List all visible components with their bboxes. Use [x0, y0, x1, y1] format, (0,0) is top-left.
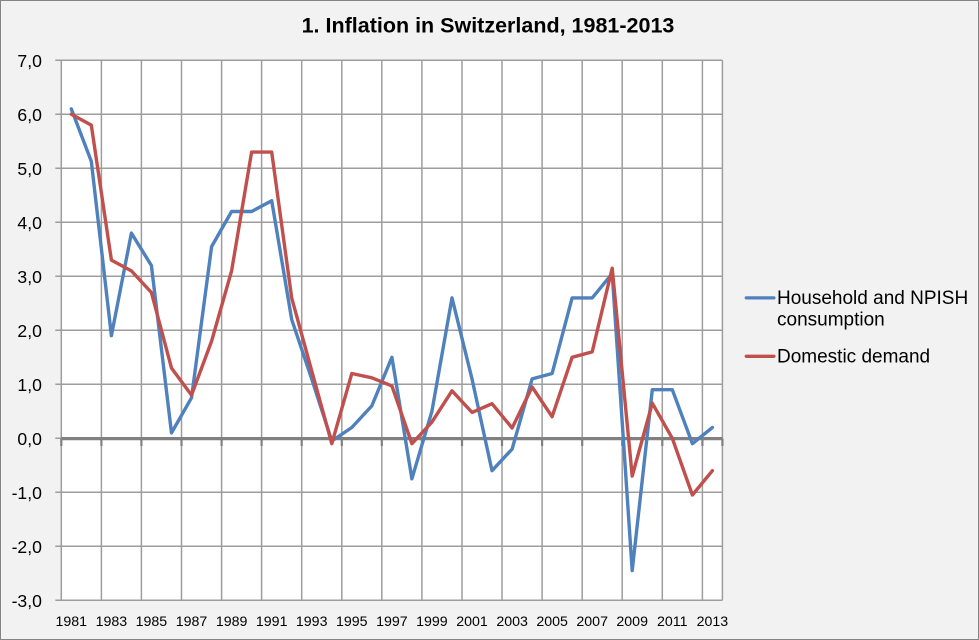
svg-text:2003: 2003 [496, 614, 528, 630]
svg-text:2009: 2009 [616, 614, 648, 630]
svg-text:2011: 2011 [657, 614, 688, 630]
svg-text:5,0: 5,0 [17, 159, 42, 179]
svg-text:2001: 2001 [456, 614, 488, 630]
svg-text:1991: 1991 [256, 614, 288, 630]
svg-text:Domestic demand: Domestic demand [777, 347, 930, 368]
svg-text:1983: 1983 [96, 614, 128, 630]
svg-text:1. Inflation in Switzerland, 1: 1. Inflation in Switzerland, 1981-2013 [302, 14, 675, 38]
svg-text:4,0: 4,0 [17, 213, 42, 233]
svg-text:-3,0: -3,0 [12, 591, 43, 611]
svg-text:1993: 1993 [296, 614, 328, 630]
svg-text:1981: 1981 [56, 614, 88, 630]
svg-text:1985: 1985 [136, 614, 168, 630]
svg-text:1,0: 1,0 [17, 375, 42, 395]
svg-text:-1,0: -1,0 [12, 483, 43, 503]
svg-text:3,0: 3,0 [17, 267, 42, 287]
svg-text:7,0: 7,0 [17, 51, 42, 71]
svg-text:0,0: 0,0 [17, 429, 42, 449]
svg-text:6,0: 6,0 [17, 105, 42, 125]
svg-text:1987: 1987 [176, 614, 208, 630]
svg-text:2013: 2013 [697, 614, 729, 630]
svg-text:1997: 1997 [376, 614, 408, 630]
svg-text:2007: 2007 [576, 614, 608, 630]
svg-text:2005: 2005 [536, 614, 568, 630]
svg-text:consumption: consumption [777, 310, 885, 331]
svg-text:-2,0: -2,0 [12, 537, 43, 557]
svg-text:2,0: 2,0 [17, 321, 42, 341]
svg-text:1999: 1999 [416, 614, 448, 630]
svg-text:Household and NPISH: Household and NPISH [777, 288, 968, 309]
svg-text:1989: 1989 [216, 614, 248, 630]
svg-text:1995: 1995 [336, 614, 368, 630]
